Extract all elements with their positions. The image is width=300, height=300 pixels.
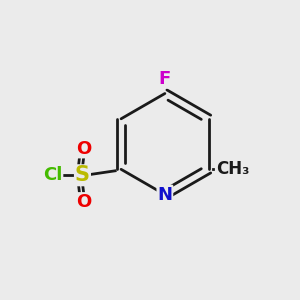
Text: O: O [76, 140, 92, 158]
Text: S: S [75, 165, 90, 185]
Text: O: O [76, 193, 92, 211]
Text: CH₃: CH₃ [216, 160, 249, 178]
Text: F: F [159, 70, 171, 88]
Text: N: N [158, 186, 172, 204]
Text: Cl: Cl [43, 166, 62, 184]
